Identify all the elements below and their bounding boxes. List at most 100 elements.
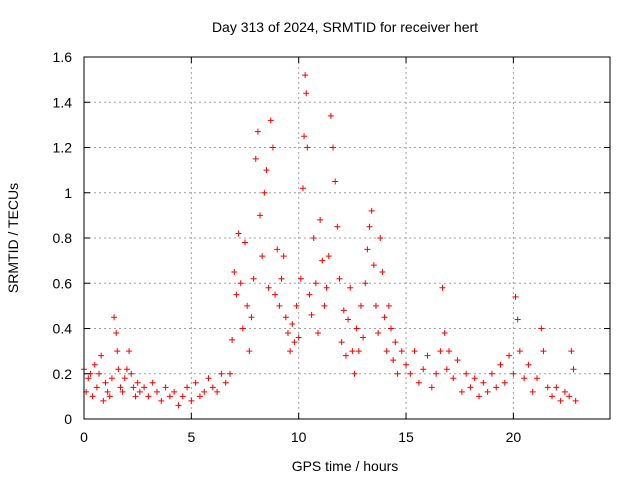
- data-point: [269, 144, 276, 151]
- data-point: [540, 348, 547, 355]
- data-point: [259, 253, 266, 260]
- data-point: [123, 366, 130, 373]
- data-point: [390, 357, 397, 364]
- data-point: [467, 384, 474, 391]
- data-point: [553, 384, 560, 391]
- data-point: [233, 291, 240, 298]
- y-tick-label: 0.8: [53, 230, 73, 246]
- x-tick-label: 5: [187, 429, 195, 445]
- data-point: [231, 268, 238, 275]
- y-tick-label: 1.6: [53, 49, 73, 65]
- data-point: [549, 393, 556, 400]
- data-point: [355, 348, 362, 355]
- data-point: [323, 284, 330, 291]
- data-point: [121, 375, 128, 382]
- data-point: [287, 348, 294, 355]
- data-point: [360, 334, 367, 341]
- data-point: [497, 361, 504, 368]
- data-point: [284, 330, 291, 337]
- data-point: [388, 325, 395, 332]
- data-point: [179, 393, 186, 400]
- data-point: [126, 348, 133, 355]
- data-point: [372, 302, 379, 309]
- data-point: [295, 334, 302, 341]
- data-point: [439, 284, 446, 291]
- data-point: [566, 393, 573, 400]
- data-point: [366, 223, 373, 230]
- data-point: [506, 352, 513, 359]
- data-point: [353, 325, 360, 332]
- data-point: [145, 393, 152, 400]
- data-point: [514, 316, 521, 323]
- data-point: [113, 330, 120, 337]
- data-point: [222, 379, 229, 386]
- data-point: [317, 216, 324, 223]
- data-point: [364, 246, 371, 253]
- data-point: [257, 212, 264, 219]
- data-point: [570, 366, 577, 373]
- data-point: [349, 348, 356, 355]
- axis-ticks: 0 5 10 15 20 0 0.2 0.4 0.6 0.8 1 1.2 1.4 1.6: [53, 49, 610, 445]
- data-point: [302, 72, 309, 79]
- data-point: [445, 348, 452, 355]
- data-point: [282, 314, 289, 321]
- data-point: [493, 384, 500, 391]
- data-point: [357, 302, 364, 309]
- data-point: [315, 330, 322, 337]
- y-tick-label: 1.2: [53, 140, 73, 156]
- data-point: [345, 316, 352, 323]
- data-point: [334, 223, 341, 230]
- data-point: [476, 393, 483, 400]
- y-axis-label: SRMTID / TECUs: [5, 183, 21, 293]
- data-point: [512, 293, 519, 300]
- data-point: [261, 189, 268, 196]
- data-point: [280, 253, 287, 260]
- data-point: [141, 384, 148, 391]
- data-point: [538, 325, 545, 332]
- data-point: [385, 302, 392, 309]
- x-tick-label: 0: [80, 429, 88, 445]
- data-point: [310, 235, 317, 241]
- data-point: [375, 330, 382, 337]
- data-point: [534, 375, 541, 382]
- data-point: [192, 379, 199, 386]
- data-point: [218, 370, 225, 377]
- data-point: [239, 325, 246, 332]
- data-point: [321, 302, 328, 309]
- data-point: [342, 352, 349, 359]
- data-point: [484, 388, 491, 395]
- data-point: [91, 361, 98, 368]
- data-point: [98, 352, 105, 359]
- data-point: [437, 348, 444, 355]
- data-point: [340, 307, 347, 314]
- data-point: [104, 388, 111, 395]
- data-point: [525, 361, 532, 368]
- data-point: [188, 397, 195, 404]
- data-point: [226, 370, 233, 377]
- data-point: [325, 253, 332, 260]
- data-point: [293, 302, 300, 309]
- data-point: [272, 291, 279, 298]
- data-point: [362, 280, 369, 287]
- data-point: [381, 314, 388, 321]
- data-point: [454, 357, 461, 364]
- data-point: [205, 375, 212, 382]
- data-point: [510, 370, 517, 377]
- data-point: [368, 207, 375, 214]
- y-tick-label: 0: [64, 411, 72, 427]
- data-point: [463, 370, 470, 377]
- data-point: [108, 375, 115, 382]
- data-point: [471, 375, 478, 382]
- data-point: [568, 348, 575, 355]
- data-point: [119, 388, 126, 395]
- data-point: [100, 397, 107, 404]
- data-point: [162, 384, 169, 391]
- data-point: [111, 314, 118, 321]
- data-point: [480, 379, 487, 386]
- data-point: [263, 167, 270, 174]
- data-point: [319, 257, 326, 264]
- chart-title: Day 313 of 2024, SRMTID for receiver her…: [212, 19, 478, 35]
- data-point: [458, 388, 465, 395]
- y-tick-label: 1.4: [53, 94, 73, 110]
- data-point: [149, 379, 156, 386]
